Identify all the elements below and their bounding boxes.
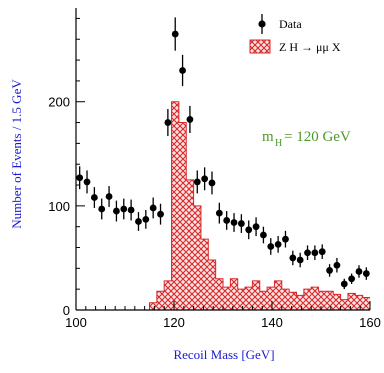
data-point <box>260 231 267 239</box>
histogram-layer <box>76 101 370 311</box>
data-point <box>142 216 150 223</box>
data-point <box>282 235 289 243</box>
data-point <box>348 275 356 283</box>
legend-data-marker <box>258 20 266 28</box>
data-point <box>90 194 98 201</box>
data-point <box>201 175 209 183</box>
hist-bin <box>193 205 201 310</box>
data-point <box>164 119 172 126</box>
data-point <box>157 210 164 218</box>
x-tick-label: 120 <box>163 315 185 330</box>
data-point <box>318 248 326 256</box>
hist-bin <box>245 287 253 310</box>
hist-bin <box>171 101 179 310</box>
data-point <box>237 220 245 227</box>
data-point <box>245 226 253 234</box>
annotation-m: m <box>262 129 274 145</box>
hist-bin <box>340 299 348 310</box>
data-point <box>179 67 186 74</box>
data-point <box>98 205 106 213</box>
data-point <box>105 193 113 200</box>
hist-bin <box>223 287 231 310</box>
hist-bin <box>325 291 334 310</box>
hist-bin <box>289 292 297 310</box>
mass-annotation: m H = 120 GeV <box>262 129 351 149</box>
hist-bin <box>186 179 194 310</box>
data-point <box>274 240 282 248</box>
hist-bin <box>178 122 187 310</box>
data-point <box>289 254 297 262</box>
legend-hist-label: Z H → μμ X <box>279 40 341 54</box>
data-point <box>252 223 260 231</box>
axes-layer <box>75 8 371 311</box>
hist-bin <box>296 295 304 310</box>
y-tick-label: 200 <box>48 95 70 110</box>
data-point <box>135 218 142 225</box>
hist-bin <box>267 287 275 310</box>
data-points-layer <box>76 17 370 290</box>
data-point <box>230 219 238 226</box>
data-point <box>340 280 348 288</box>
data-point <box>186 116 194 123</box>
data-point <box>333 261 341 269</box>
data-point <box>208 179 216 187</box>
hist-bin <box>252 280 260 310</box>
data-point <box>127 206 135 214</box>
legend: Data Z H → μμ X <box>249 14 341 54</box>
y-tick-label: 100 <box>48 199 70 214</box>
data-point <box>304 249 311 257</box>
data-point <box>215 209 223 217</box>
data-point <box>296 256 304 264</box>
data-point <box>362 270 370 277</box>
data-point <box>326 267 333 274</box>
hist-bin <box>156 291 165 310</box>
hist-bin <box>303 289 312 310</box>
hist-bin <box>259 291 268 310</box>
hist-bin <box>164 280 172 310</box>
hist-bin <box>274 280 282 310</box>
data-point <box>355 268 363 275</box>
data-point <box>83 178 91 186</box>
hist-bin <box>333 294 341 310</box>
y-tick-label: 0 <box>63 303 70 318</box>
hist-bin <box>237 289 246 310</box>
data-point <box>311 249 319 257</box>
hist-bin <box>362 297 370 310</box>
hist-bin <box>200 239 209 310</box>
data-point <box>171 30 179 38</box>
hist-bin <box>281 289 290 310</box>
hist-bin <box>347 293 356 310</box>
annotation-value: = 120 GeV <box>284 129 351 145</box>
data-point <box>120 205 128 213</box>
hist-bin <box>230 278 238 310</box>
hist-outline <box>76 101 370 311</box>
data-point <box>113 207 120 215</box>
legend-data-label: Data <box>279 17 302 31</box>
data-point <box>76 174 84 182</box>
data-point <box>193 178 201 186</box>
y-axis-title: Number of Events / 1.5 GeV <box>9 79 24 229</box>
hist-bin <box>149 302 157 310</box>
hist-bin <box>355 295 363 310</box>
x-tick-label: 160 <box>359 315 381 330</box>
hist-bin <box>318 291 326 310</box>
x-axis-title: Recoil Mass [GeV] <box>173 347 274 362</box>
x-tick-label: 100 <box>65 315 87 330</box>
x-tick-label: 140 <box>261 315 283 330</box>
data-point <box>149 204 157 212</box>
data-point <box>223 217 231 224</box>
hist-bin <box>311 287 319 310</box>
legend-hist-swatch <box>249 39 271 54</box>
hist-bin <box>215 278 223 310</box>
hist-bin <box>208 260 216 310</box>
data-point <box>267 243 275 250</box>
annotation-subscript: H <box>275 138 282 149</box>
